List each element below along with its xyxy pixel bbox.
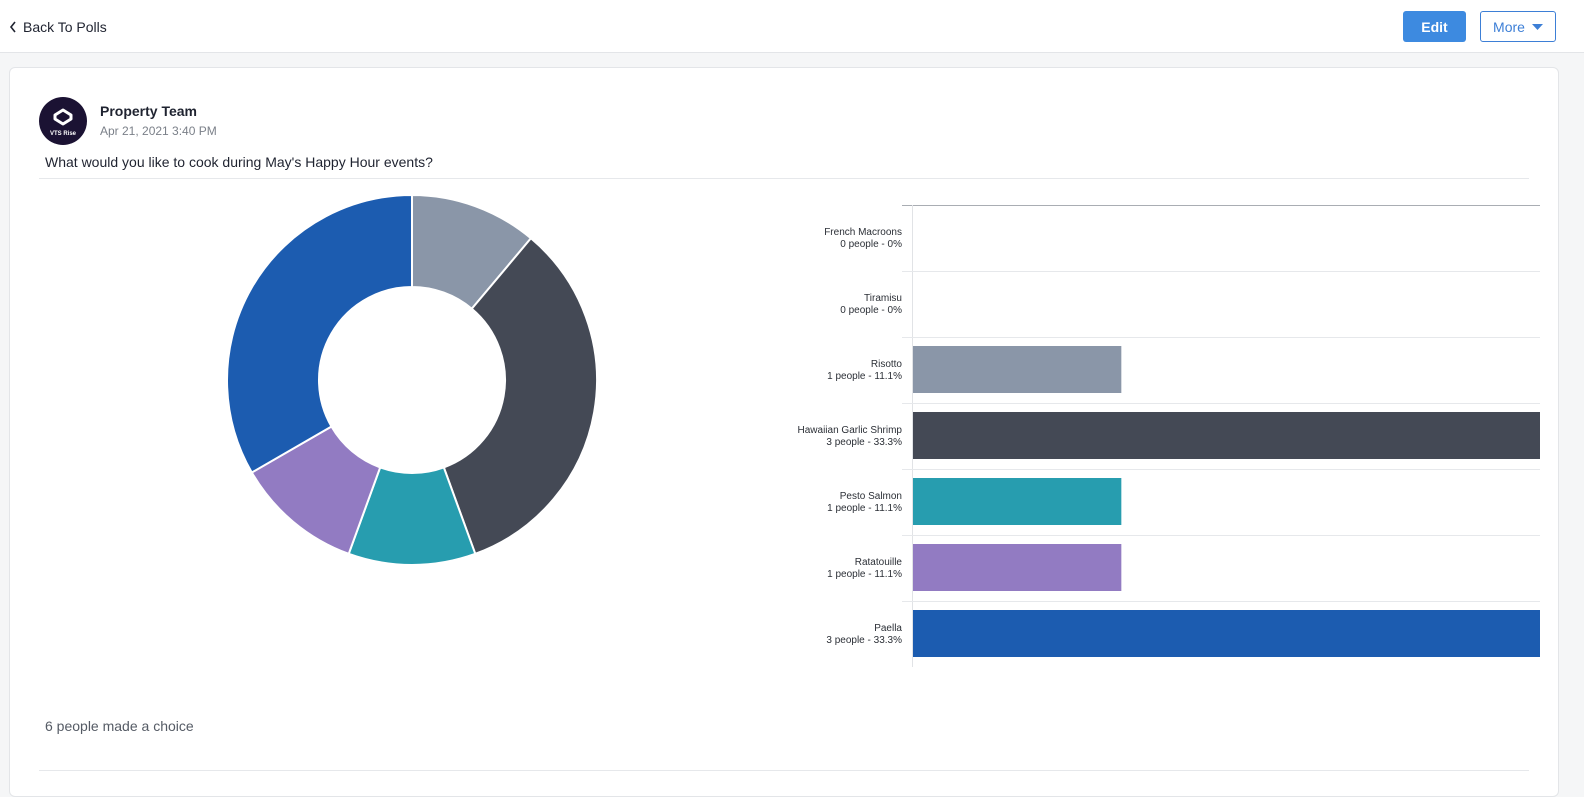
poll-card: VTS Rise Property Team Apr 21, 2021 3:40… [9, 67, 1559, 797]
post-timestamp: Apr 21, 2021 3:40 PM [100, 124, 217, 138]
bar-hawaiian-garlic-shrimp[interactable] [913, 412, 1540, 459]
donut-slice-hawaiian-garlic-shrimp[interactable] [442, 236, 598, 556]
more-dropdown-button[interactable]: More [1480, 11, 1556, 42]
bar-pesto-salmon[interactable] [913, 478, 1122, 525]
avatar: VTS Rise [39, 97, 87, 145]
bar-sublabel-ratatouille: 1 people - 11.1% [827, 569, 902, 580]
bar-sublabel-paella: 3 people - 33.3% [826, 635, 902, 646]
poll-question: What would you like to cook during May's… [45, 154, 433, 170]
bar-label-ratatouille: Ratatouille [855, 557, 903, 568]
bar-sublabel-pesto-salmon: 1 people - 11.1% [827, 503, 902, 514]
bar-sublabel-french-macroons: 0 people - 0% [840, 239, 902, 250]
bar-chart: French Macroons 0 people - 0% Tiramisu 0 pe… [780, 205, 1540, 668]
top-bar: Back To Polls Edit More [0, 0, 1584, 53]
bar-sublabel-tiramisu: 0 people - 0% [840, 305, 902, 316]
bar-paella[interactable] [913, 610, 1540, 657]
bar-label-tiramisu: Tiramisu [864, 293, 902, 304]
bar-ratatouille[interactable] [913, 544, 1122, 591]
bar-label-hawaiian-garlic-shrimp: Hawaiian Garlic Shrimp [798, 425, 903, 436]
donut-chart [226, 193, 598, 566]
bar-label-risotto: Risotto [871, 359, 903, 370]
caret-down-icon [1531, 23, 1543, 30]
bar-label-pesto-salmon: Pesto Salmon [840, 491, 902, 502]
chevron-left-icon [9, 21, 16, 33]
divider [39, 178, 1529, 179]
more-label: More [1493, 18, 1525, 35]
participation-summary: 6 people made a choice [45, 718, 194, 734]
author-name: Property Team [100, 103, 197, 119]
bar-sublabel-hawaiian-garlic-shrimp: 3 people - 33.3% [826, 437, 902, 448]
edit-button[interactable]: Edit [1403, 11, 1466, 42]
bar-label-paella: Paella [874, 623, 902, 634]
avatar-logo-text: VTS Rise [50, 131, 77, 137]
bar-risotto[interactable] [913, 346, 1122, 393]
vts-rise-logo-icon: VTS Rise [50, 108, 77, 137]
divider [39, 770, 1529, 771]
back-to-polls-label: Back To Polls [23, 19, 107, 35]
bar-label-french-macroons: French Macroons [824, 227, 902, 238]
donut-slice-paella[interactable] [226, 193, 413, 474]
back-to-polls-link[interactable]: Back To Polls [9, 17, 107, 37]
bar-sublabel-risotto: 1 people - 11.1% [827, 371, 902, 382]
